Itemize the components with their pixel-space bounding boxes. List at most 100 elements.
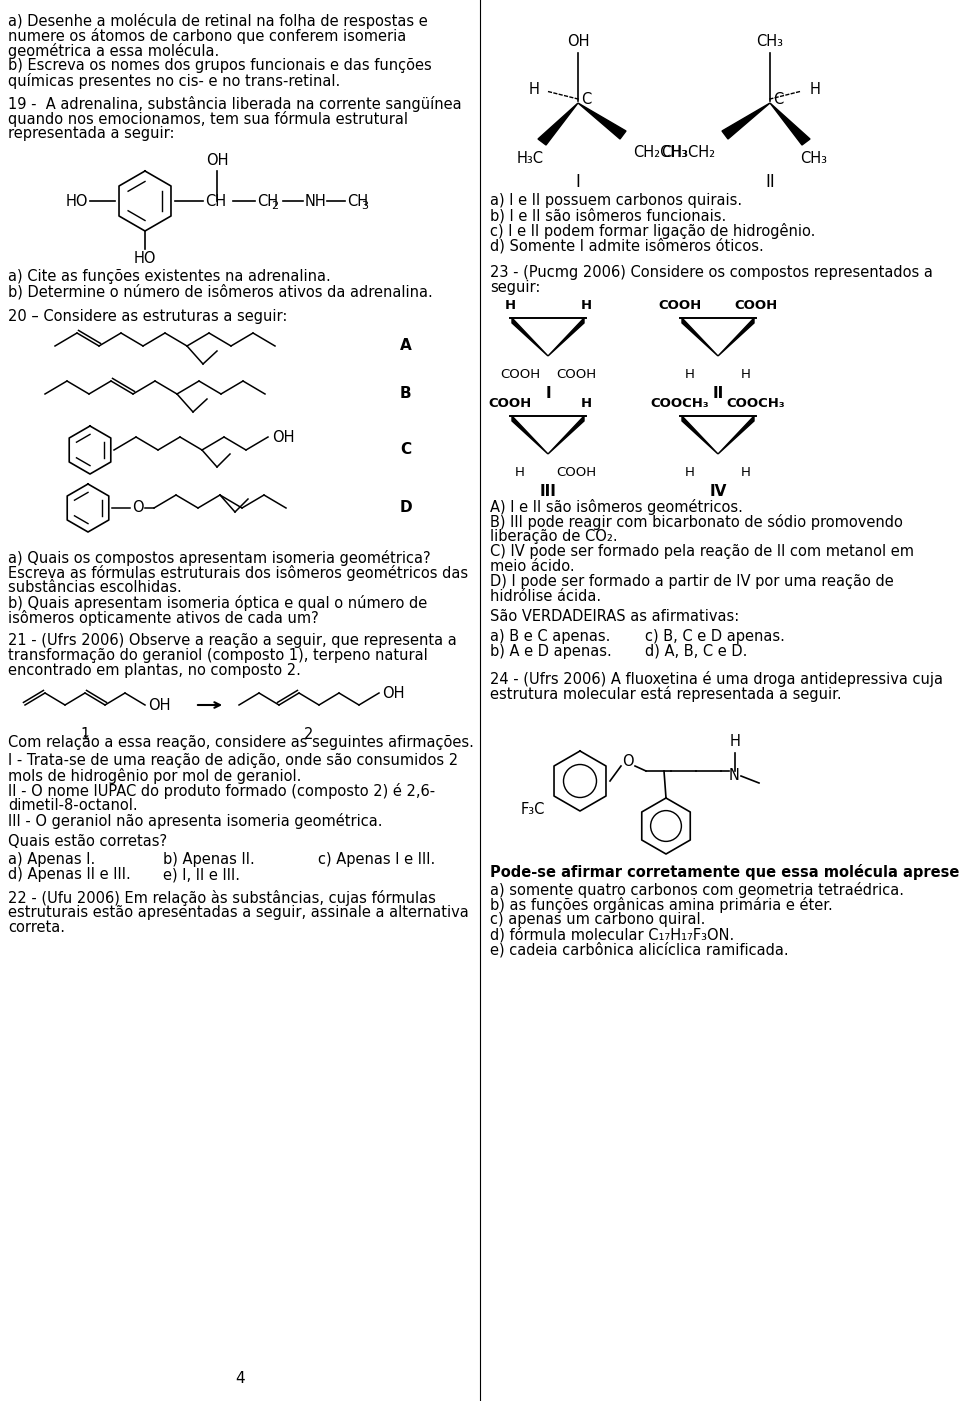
Text: e) cadeia carbônica alicíclica ramificada.: e) cadeia carbônica alicíclica ramificad…: [490, 941, 788, 957]
Text: C) IV pode ser formado pela reação de II com metanol em: C) IV pode ser formado pela reação de II…: [490, 544, 914, 559]
Text: H: H: [504, 298, 516, 312]
Text: OH: OH: [382, 685, 404, 700]
Text: H: H: [810, 81, 821, 97]
Text: COOCH₃: COOCH₃: [651, 396, 709, 410]
Text: CH₂CH₃: CH₂CH₃: [633, 144, 687, 160]
Text: O: O: [622, 754, 634, 769]
Text: b) I e II são isômeros funcionais.: b) I e II são isômeros funcionais.: [490, 207, 727, 224]
Text: C: C: [581, 91, 591, 106]
Text: a) Desenhe a molécula de retinal na folha de respostas e: a) Desenhe a molécula de retinal na folh…: [8, 13, 428, 29]
Text: C: C: [773, 91, 783, 106]
Text: D: D: [400, 500, 413, 516]
Polygon shape: [578, 104, 626, 139]
Text: H: H: [581, 298, 591, 312]
Text: d) fórmula molecular C₁₇H₁₇F₃ON.: d) fórmula molecular C₁₇H₁₇F₃ON.: [490, 927, 734, 943]
Text: COOH: COOH: [556, 467, 596, 479]
Text: COOCH₃: COOCH₃: [727, 396, 785, 410]
Polygon shape: [682, 318, 718, 356]
Text: COOH: COOH: [489, 396, 532, 410]
Text: representada a seguir:: representada a seguir:: [8, 126, 175, 142]
Text: C: C: [400, 443, 411, 458]
Text: 1: 1: [81, 727, 89, 743]
Text: c) I e II podem formar ligação de hidrogênio.: c) I e II podem formar ligação de hidrog…: [490, 223, 815, 240]
Text: COOH: COOH: [659, 298, 702, 312]
Text: 20 – Considere as estruturas a seguir:: 20 – Considere as estruturas a seguir:: [8, 310, 287, 324]
Polygon shape: [770, 104, 810, 144]
Text: A) I e II são isômeros geométricos.: A) I e II são isômeros geométricos.: [490, 499, 743, 516]
Text: 22 - (Ufu 2006) Em relação às substâncias, cujas fórmulas: 22 - (Ufu 2006) Em relação às substância…: [8, 890, 436, 906]
Text: COOH: COOH: [500, 368, 540, 381]
Text: H: H: [685, 467, 695, 479]
Polygon shape: [722, 104, 770, 139]
Text: O: O: [132, 500, 144, 516]
Text: 21 - (Ufrs 2006) Observe a reação a seguir, que representa a: 21 - (Ufrs 2006) Observe a reação a segu…: [8, 633, 457, 649]
Polygon shape: [512, 416, 548, 454]
Text: isômeros opticamente ativos de cada um?: isômeros opticamente ativos de cada um?: [8, 609, 319, 626]
Text: CH: CH: [347, 193, 368, 209]
Text: I: I: [576, 172, 581, 191]
Polygon shape: [682, 416, 718, 454]
Text: COOH: COOH: [556, 368, 596, 381]
Text: II: II: [712, 387, 724, 401]
Text: correta.: correta.: [8, 920, 65, 934]
Text: N: N: [729, 769, 740, 783]
Text: d) A, B, C e D.: d) A, B, C e D.: [645, 644, 748, 658]
Text: F₃C: F₃C: [520, 801, 545, 817]
Polygon shape: [548, 318, 584, 356]
Text: hidrólise ácida.: hidrólise ácida.: [490, 588, 601, 604]
Text: a) Quais os compostos apresentam isomeria geométrica?: a) Quais os compostos apresentam isomeri…: [8, 551, 431, 566]
Text: 2: 2: [304, 727, 314, 743]
Text: transformação do geraniol (composto 1), terpeno natural: transformação do geraniol (composto 1), …: [8, 649, 428, 663]
Text: H: H: [741, 467, 751, 479]
Text: OH: OH: [272, 430, 295, 444]
Text: substâncias escolhidas.: substâncias escolhidas.: [8, 580, 181, 595]
Text: quando nos emocionamos, tem sua fórmula estrutural: quando nos emocionamos, tem sua fórmula …: [8, 111, 408, 127]
Text: H: H: [516, 467, 525, 479]
Text: D) I pode ser formado a partir de IV por uma reação de: D) I pode ser formado a partir de IV por…: [490, 574, 894, 588]
Text: a) somente quatro carbonos com geometria tetraédrica.: a) somente quatro carbonos com geometria…: [490, 883, 904, 898]
Text: OH: OH: [566, 34, 589, 49]
Text: químicas presentes no cis- e no trans-retinal.: químicas presentes no cis- e no trans-re…: [8, 73, 340, 90]
Text: b) Determine o número de isômeros ativos da adrenalina.: b) Determine o número de isômeros ativos…: [8, 284, 433, 300]
Text: OH: OH: [205, 153, 228, 168]
Text: c) Apenas I e III.: c) Apenas I e III.: [318, 852, 435, 867]
Text: estrutura molecular está representada a seguir.: estrutura molecular está representada a …: [490, 686, 842, 702]
Text: Quais estão corretas?: Quais estão corretas?: [8, 834, 167, 849]
Text: B) III pode reagir com bicarbonato de sódio promovendo: B) III pode reagir com bicarbonato de só…: [490, 514, 902, 530]
Polygon shape: [538, 104, 578, 144]
Text: III - O geraniol não apresenta isomeria geométrica.: III - O geraniol não apresenta isomeria …: [8, 813, 382, 829]
Text: OH: OH: [148, 698, 171, 713]
Text: geométrica a essa molécula.: geométrica a essa molécula.: [8, 43, 219, 59]
Text: II: II: [765, 172, 775, 191]
Text: B: B: [400, 387, 412, 402]
Text: CH: CH: [257, 193, 278, 209]
Text: d) Somente I admite isômeros óticos.: d) Somente I admite isômeros óticos.: [490, 238, 764, 254]
Text: CH₃: CH₃: [801, 151, 828, 165]
Text: H: H: [529, 81, 540, 97]
Text: b) as funções orgânicas amina primária e éter.: b) as funções orgânicas amina primária e…: [490, 897, 832, 913]
Text: Com relação a essa reação, considere as seguintes afirmações.: Com relação a essa reação, considere as …: [8, 736, 474, 750]
Text: 24 - (Ufrs 2006) A fluoxetina é uma droga antidepressiva cuja: 24 - (Ufrs 2006) A fluoxetina é uma drog…: [490, 671, 943, 686]
Text: Pode-se afirmar corretamente que essa molécula apresenta: Pode-se afirmar corretamente que essa mo…: [490, 864, 960, 880]
Text: d) Apenas II e III.: d) Apenas II e III.: [8, 867, 131, 883]
Text: a) Apenas I.: a) Apenas I.: [8, 852, 95, 867]
Text: Escreva as fórmulas estruturais dos isômeros geométricos das: Escreva as fórmulas estruturais dos isôm…: [8, 565, 468, 581]
Text: H: H: [730, 734, 740, 750]
Text: meio ácido.: meio ácido.: [490, 559, 575, 574]
Circle shape: [651, 811, 682, 842]
Text: e) I, II e III.: e) I, II e III.: [163, 867, 240, 883]
Text: São VERDADEIRAS as afirmativas:: São VERDADEIRAS as afirmativas:: [490, 609, 739, 623]
Text: 19 -  A adrenalina, substância liberada na corrente sangüínea: 19 - A adrenalina, substância liberada n…: [8, 97, 462, 112]
Text: a) I e II possuem carbonos quirais.: a) I e II possuem carbonos quirais.: [490, 193, 742, 207]
Text: c) apenas um carbono quiral.: c) apenas um carbono quiral.: [490, 912, 706, 927]
Text: a) Cite as funções existentes na adrenalina.: a) Cite as funções existentes na adrenal…: [8, 269, 331, 284]
Text: COOH: COOH: [734, 298, 778, 312]
Text: b) Quais apresentam isomeria óptica e qual o número de: b) Quais apresentam isomeria óptica e qu…: [8, 595, 427, 611]
Polygon shape: [718, 318, 754, 356]
Polygon shape: [548, 416, 584, 454]
Text: b) A e D apenas.: b) A e D apenas.: [490, 644, 612, 658]
Text: 23 - (Pucmg 2006) Considere os compostos representados a: 23 - (Pucmg 2006) Considere os compostos…: [490, 265, 933, 280]
Text: 2: 2: [271, 200, 278, 212]
Text: A: A: [400, 339, 412, 353]
Text: CH₃CH₂: CH₃CH₂: [660, 144, 715, 160]
